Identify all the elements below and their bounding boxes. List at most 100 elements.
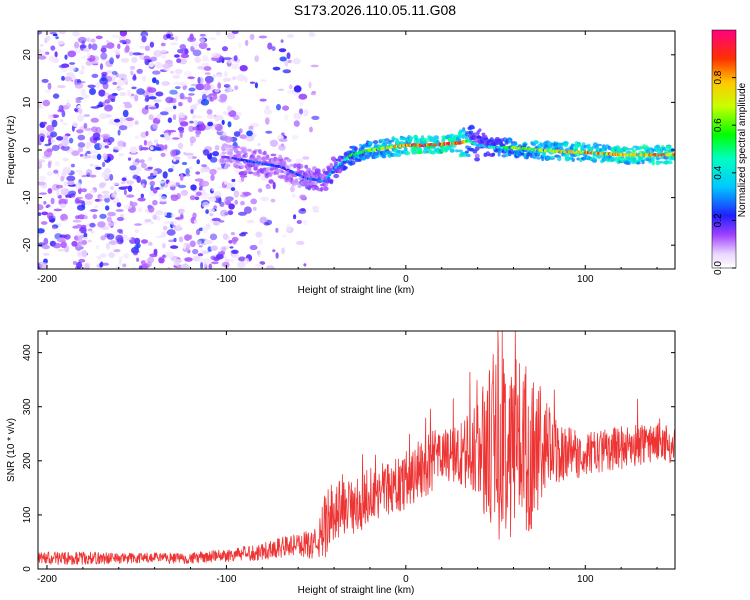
chart-title: S173.2026.110.05.11.G08	[293, 2, 457, 18]
spectrogram-cell	[185, 244, 191, 249]
spectrogram-cell	[229, 148, 233, 153]
spectrogram-cell	[149, 41, 155, 48]
spectrogram-cell	[404, 147, 408, 152]
spectrogram-cell	[83, 114, 91, 117]
spectrogram-cell	[53, 169, 59, 174]
spectrogram-cell	[164, 134, 171, 141]
spectrogram-cell	[201, 168, 210, 173]
spectrogram-cell	[91, 230, 95, 234]
spectrogram-cell	[77, 242, 84, 249]
spectrogram-cell	[248, 171, 254, 175]
spectrogram-cell	[255, 231, 263, 238]
y-tick-label: 20	[22, 49, 33, 61]
spectrogram-cell	[234, 85, 239, 91]
x-tick-label: -100	[216, 574, 236, 585]
spectrogram-cell	[113, 118, 121, 123]
spectrogram-cell	[189, 240, 196, 248]
spectrogram-cell	[116, 79, 125, 87]
spectrogram-cell	[224, 71, 228, 78]
spectrogram-cell	[91, 154, 98, 160]
spectrogram-cell	[72, 260, 78, 265]
spectrogram-cell	[234, 145, 241, 149]
spectrogram-cell	[231, 63, 240, 70]
spectrogram-cell	[159, 186, 164, 190]
spectrogram-cell	[308, 81, 312, 89]
spectrogram-cell	[298, 93, 308, 100]
spectrogram-cell	[295, 180, 300, 185]
spectrogram-cell	[89, 209, 99, 212]
x-tick-label: 100	[577, 574, 594, 585]
spectrogram-cell	[237, 162, 243, 166]
spectrogram-cell	[179, 121, 189, 127]
spectrogram-cell	[132, 174, 139, 180]
spectrogram-cell	[289, 84, 293, 90]
spectrogram-cell	[266, 185, 271, 190]
spectrogram-cell	[290, 186, 295, 193]
spectrogram-cell	[99, 142, 105, 150]
spectrogram-cell	[140, 162, 147, 169]
spectrogram-cell	[283, 170, 287, 175]
spectrogram-cell	[106, 216, 112, 223]
spectrogram-cell	[52, 226, 56, 230]
spectrogram-cell	[134, 244, 140, 250]
spectrogram-cell	[148, 241, 153, 246]
spectrogram-cell	[197, 253, 204, 257]
spectrogram-cell	[209, 168, 217, 176]
spectrogram-cell	[192, 248, 199, 255]
spectrogram-cell	[42, 121, 47, 125]
spectrogram-cell	[48, 55, 57, 62]
spectrogram-cell	[179, 96, 189, 100]
spectrogram-cell	[195, 134, 200, 138]
spectrogram-cell	[574, 145, 579, 149]
spectrogram-cell	[289, 164, 294, 167]
spectrogram-cell	[176, 192, 181, 200]
spectrogram-cell	[667, 160, 673, 165]
spectrogram-cell	[104, 99, 111, 104]
spectrogram-cell	[38, 160, 42, 168]
spectrogram-cell	[44, 51, 50, 55]
spectrogram-cell	[188, 93, 195, 96]
spectrogram-cell	[76, 261, 83, 269]
spectrogram-cell	[296, 220, 302, 224]
spectrogram-cell	[299, 194, 307, 200]
spectrogram-cell	[64, 54, 68, 60]
y-tick-label: -10	[22, 190, 33, 205]
spectrogram-cell	[302, 220, 308, 226]
spectrogram-cell	[298, 208, 307, 214]
spectrogram-cell	[80, 55, 86, 59]
spectrogram-cell	[118, 256, 123, 260]
spectrogram-cell	[433, 135, 440, 141]
spectrogram-cell	[170, 70, 175, 74]
spectrogram-cell	[548, 146, 552, 150]
spectrogram-cell	[231, 253, 240, 259]
spectrogram-cell	[164, 148, 168, 152]
spectrogram-cell	[167, 168, 174, 173]
spectrogram-cell	[461, 152, 468, 157]
spectrogram-cell	[655, 161, 661, 166]
spectrogram-cell	[249, 81, 256, 84]
spectrogram-cell	[522, 143, 527, 148]
spectrogram-cell	[99, 113, 108, 120]
spectrogram-cell	[64, 234, 71, 240]
spectrogram-cell	[134, 166, 142, 172]
spectrogram-cell	[620, 156, 625, 160]
spectrogram-cell	[42, 252, 50, 256]
spectrogram-cell	[201, 164, 208, 168]
spectrogram-cell	[161, 81, 170, 86]
spectrogram-cell	[184, 257, 193, 262]
spectrogram-cell	[152, 70, 161, 75]
spectrogram-cell	[87, 84, 96, 89]
spectrogram-cell	[134, 223, 142, 226]
spectrogram-cell	[144, 45, 151, 52]
spectrogram-cell	[94, 204, 99, 209]
spectrogram-cell	[175, 217, 182, 220]
spectrogram-cell	[160, 42, 166, 47]
spectrogram-cell	[105, 70, 113, 74]
spectrogram-cell	[78, 108, 83, 115]
spectrogram-cell	[168, 220, 178, 225]
spectrogram-cell	[161, 231, 168, 236]
spectrogram-cell	[270, 153, 277, 157]
spectrogram-cell	[55, 36, 59, 40]
spectrogram-cell	[89, 87, 96, 96]
spectrogram-cell	[258, 238, 263, 246]
